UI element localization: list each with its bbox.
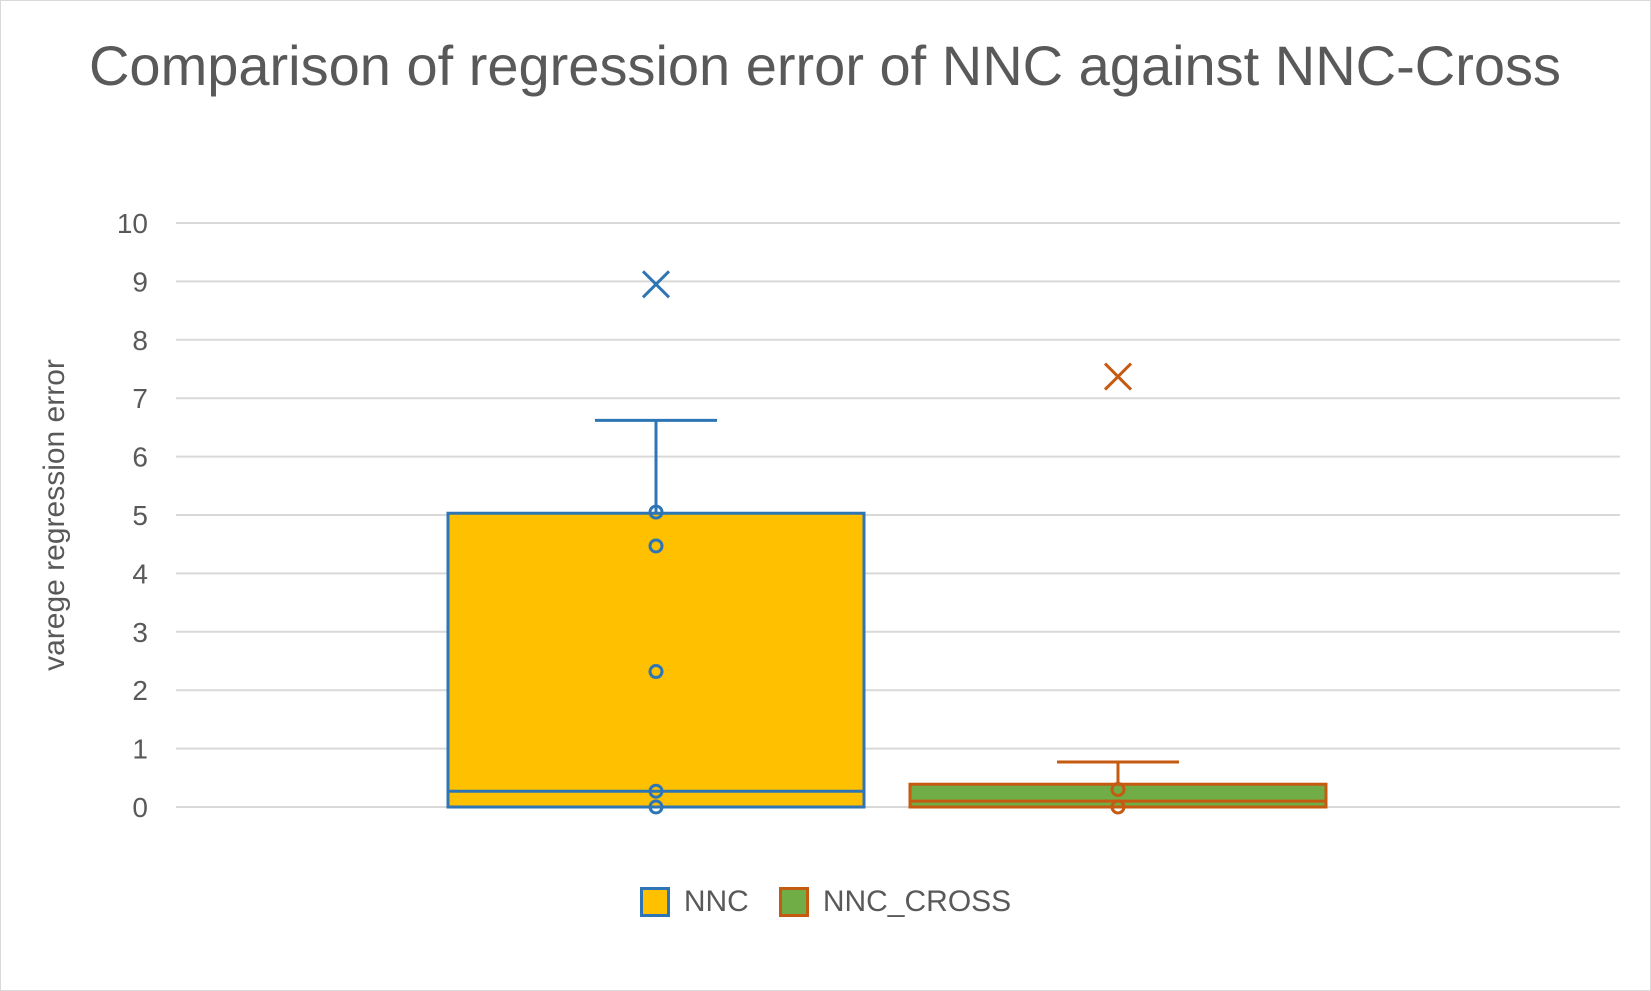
data-point: [648, 538, 664, 554]
legend: NNC NNC_CROSS: [0, 885, 1651, 919]
legend-label-nnc: NNC: [683, 885, 749, 918]
y-tick-label: 8: [132, 325, 148, 356]
box-nnc: [446, 270, 866, 815]
box-nnc-cross: [908, 362, 1328, 815]
box-body: [446, 511, 866, 809]
box-series: [446, 270, 1328, 815]
y-tick-label: 9: [132, 266, 148, 297]
legend-label-nnc-cross: NNC_CROSS: [822, 885, 1012, 918]
mean-marker: [641, 270, 671, 299]
mean-marker: [1103, 362, 1133, 391]
gridlines: [176, 222, 1620, 808]
data-point: [648, 504, 664, 520]
y-tick-label: 3: [132, 617, 148, 648]
y-tick-label: 0: [132, 792, 148, 823]
data-point: [648, 664, 664, 680]
legend-swatch-nnc: [639, 887, 670, 917]
legend-swatch-nnc-cross: [778, 887, 809, 917]
y-tick-label: 7: [132, 383, 148, 414]
data-point: [648, 783, 664, 799]
legend-item-nnc-cross: NNC_CROSS: [778, 885, 1012, 919]
y-tick-label: 2: [132, 675, 148, 706]
data-point: [1110, 799, 1126, 815]
y-tick-label: 1: [132, 734, 148, 765]
chart-title: Comparison of regression error of NNC ag…: [88, 34, 1562, 97]
legend-item-nnc: NNC: [639, 885, 749, 919]
y-axis-ticks: 0 1 2 3 4 5 6 7 8 9 10: [117, 208, 148, 823]
y-tick-label: 6: [132, 442, 148, 473]
data-point: [648, 799, 664, 815]
y-tick-label: 10: [117, 208, 148, 239]
data-point: [1110, 781, 1126, 797]
y-tick-label: 5: [132, 500, 148, 531]
y-tick-label: 4: [132, 558, 148, 589]
